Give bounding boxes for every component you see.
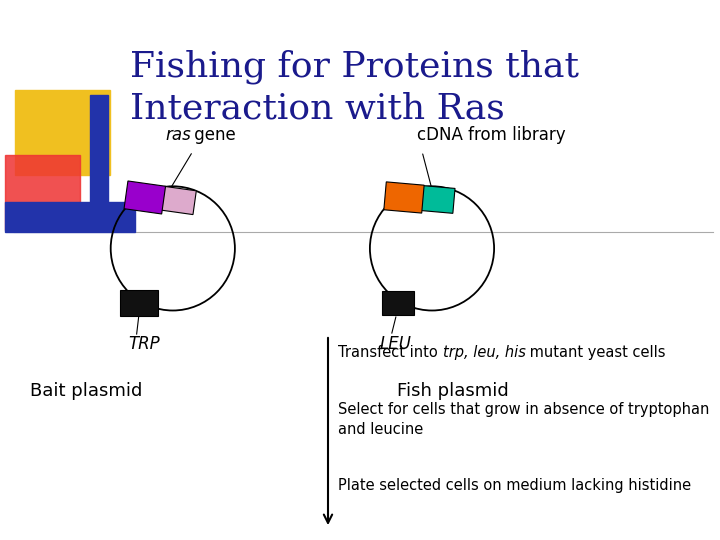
Bar xyxy=(90,95,108,230)
Bar xyxy=(384,182,424,213)
Text: mutant yeast cells: mutant yeast cells xyxy=(525,345,665,360)
Bar xyxy=(382,291,414,315)
Text: Plate selected cells on medium lacking histidine: Plate selected cells on medium lacking h… xyxy=(338,478,691,493)
Text: LEU: LEU xyxy=(380,335,412,353)
Text: Fish plasmid: Fish plasmid xyxy=(397,382,509,401)
Text: gene: gene xyxy=(189,126,235,144)
Text: Bait plasmid: Bait plasmid xyxy=(30,382,143,401)
Text: TRP: TRP xyxy=(129,335,161,353)
Text: ras: ras xyxy=(166,126,192,144)
Bar xyxy=(5,202,135,232)
Bar xyxy=(161,186,197,214)
Text: cDNA from library: cDNA from library xyxy=(417,126,566,144)
Bar xyxy=(15,90,110,175)
Bar xyxy=(5,155,80,230)
Text: Transfect into: Transfect into xyxy=(338,345,442,360)
Bar xyxy=(421,186,455,213)
Text: Fishing for Proteins that
Interaction with Ras: Fishing for Proteins that Interaction wi… xyxy=(130,50,579,125)
Text: trp, leu, his: trp, leu, his xyxy=(443,345,526,360)
Bar xyxy=(124,181,166,214)
Text: Select for cells that grow in absence of tryptophan
and leucine: Select for cells that grow in absence of… xyxy=(338,402,709,437)
Bar xyxy=(120,290,158,316)
